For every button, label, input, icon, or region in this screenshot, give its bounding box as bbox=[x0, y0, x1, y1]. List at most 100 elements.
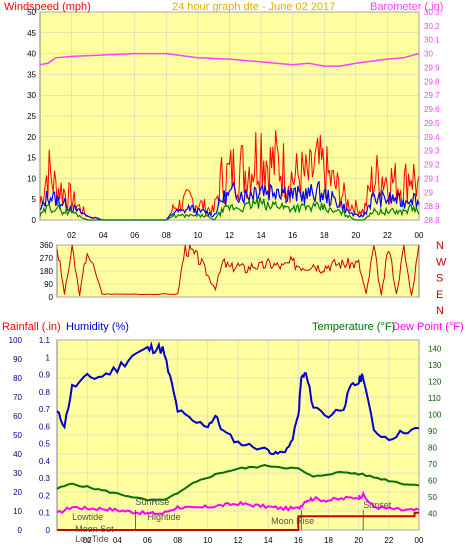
x-tick-label: 18 bbox=[324, 536, 333, 545]
temp-tick-label: 80 bbox=[428, 443, 437, 452]
humidity-tick-label: 100 bbox=[9, 336, 23, 345]
wind-tick-label: 40 bbox=[27, 50, 36, 59]
dewpoint-axis-label: Dew Point (°F) bbox=[392, 321, 464, 333]
temp-tick-label: 60 bbox=[428, 476, 437, 485]
wind-axes-group: 0 5 10 15 20 25 30 35 40 45 50 28.8 28.9 29 29.1 29.2 29… bbox=[27, 8, 440, 240]
compass-label: E bbox=[436, 289, 443, 301]
rain-tick-label: 0.4 bbox=[39, 457, 51, 466]
event-label: Moon Set bbox=[75, 524, 114, 534]
x-tick-label: 00 bbox=[415, 231, 424, 240]
x-tick-label: 18 bbox=[320, 231, 329, 240]
x-tick-label: 08 bbox=[173, 536, 182, 545]
wind-tick-label: 25 bbox=[27, 112, 36, 121]
event-label: SunRise bbox=[135, 497, 169, 507]
x-tick-label: 14 bbox=[264, 536, 273, 545]
x-tick-label: 20 bbox=[354, 536, 363, 545]
wind-tick-label: 10 bbox=[27, 174, 36, 183]
event-label: Lowtide bbox=[72, 512, 103, 522]
temperature-axis-label: Temperature (°F) bbox=[312, 321, 395, 333]
temp-tick-label: 40 bbox=[428, 509, 437, 518]
wind-tick-label: 5 bbox=[32, 195, 37, 204]
temp-tick-label: 70 bbox=[428, 460, 437, 469]
event-label: Hightide bbox=[148, 512, 181, 522]
compass-label: W bbox=[436, 256, 447, 268]
wind-axis-label: Windspeed (mph) bbox=[4, 1, 91, 13]
event-label: LowTide bbox=[75, 534, 109, 544]
rainfall-line bbox=[57, 511, 419, 531]
rain-tick-label: 1.1 bbox=[39, 336, 51, 345]
x-tick-label: 04 bbox=[99, 231, 108, 240]
x-tick-label: 22 bbox=[384, 536, 393, 545]
humidity-tick-label: 90 bbox=[13, 355, 22, 364]
rain-tick-label: 0.2 bbox=[39, 491, 51, 500]
direction-tick-label: 270 bbox=[40, 254, 54, 263]
barometer-tick-label: 29 bbox=[424, 188, 433, 197]
wind-average-line bbox=[39, 197, 420, 221]
rain-tick-label: 0.3 bbox=[39, 474, 51, 483]
barometer-tick-label: 29.7 bbox=[424, 91, 440, 100]
rain-tick-label: 0.6 bbox=[39, 422, 51, 431]
x-tick-label: 14 bbox=[257, 231, 266, 240]
rain-tick-label: 1 bbox=[46, 353, 51, 362]
rain-tick-label: 0.7 bbox=[39, 405, 51, 414]
x-tick-label: 22 bbox=[383, 231, 392, 240]
x-tick-label: 02 bbox=[67, 231, 76, 240]
wind-tick-label: 0 bbox=[32, 216, 37, 225]
wind-direction-line bbox=[56, 244, 420, 296]
rain-tick-label: 0.9 bbox=[39, 371, 51, 380]
x-tick-label: 16 bbox=[288, 231, 297, 240]
temperature-line bbox=[56, 463, 420, 502]
humidity-tick-label: 80 bbox=[13, 374, 22, 383]
x-tick-label: 04 bbox=[113, 536, 122, 545]
barometer-tick-label: 30.2 bbox=[424, 22, 440, 31]
humidity-tick-label: 20 bbox=[13, 488, 22, 497]
humidity-tick-label: 0 bbox=[18, 526, 23, 535]
chart-title: 24 hour graph dte - June 02 2017 bbox=[172, 1, 335, 13]
compass-label: N bbox=[436, 240, 444, 252]
x-tick-label: 00 bbox=[415, 536, 424, 545]
wind-tick-label: 20 bbox=[27, 133, 36, 142]
barometer-tick-label: 29.6 bbox=[424, 105, 440, 114]
barometer-tick-label: 30.3 bbox=[424, 8, 440, 17]
barometer-tick-label: 30 bbox=[424, 50, 433, 59]
x-tick-label: 08 bbox=[162, 231, 171, 240]
humidity-line bbox=[56, 341, 420, 456]
x-tick-label: 10 bbox=[193, 231, 202, 240]
barometer-tick-label: 29.5 bbox=[424, 119, 440, 128]
rain-tick-label: 0 bbox=[46, 526, 51, 535]
humidity-tick-label: 50 bbox=[13, 431, 22, 440]
barometer-tick-label: 29.9 bbox=[424, 63, 440, 72]
temp-series-group bbox=[56, 341, 420, 531]
temp-tick-label: 110 bbox=[428, 394, 441, 403]
compass-label: S bbox=[436, 273, 443, 285]
humidity-axis-label: Humidity (%) bbox=[66, 321, 129, 333]
barometer-tick-label: 28.9 bbox=[424, 202, 440, 211]
humidity-tick-label: 60 bbox=[13, 412, 22, 421]
temp-tick-label: 130 bbox=[428, 361, 442, 370]
humidity-tick-label: 40 bbox=[13, 450, 22, 459]
x-tick-label: 12 bbox=[225, 231, 234, 240]
dew-point-line bbox=[56, 490, 420, 516]
temp-tick-label: 120 bbox=[428, 377, 442, 386]
wind-tick-label: 30 bbox=[27, 91, 36, 100]
direction-tick-label: 90 bbox=[44, 280, 53, 289]
direction-grid bbox=[57, 244, 419, 298]
temp-tick-label: 140 bbox=[428, 344, 442, 353]
barometer-tick-label: 29.1 bbox=[424, 174, 440, 183]
rainfall-axis-label: Rainfall (.in) bbox=[2, 321, 61, 333]
x-tick-label: 02 bbox=[83, 536, 92, 545]
temp-tick-label: 50 bbox=[428, 493, 437, 502]
x-tick-label: 12 bbox=[234, 536, 243, 545]
x-tick-label: 06 bbox=[143, 536, 152, 545]
wind-tick-label: 50 bbox=[27, 8, 36, 17]
direction-series-group bbox=[56, 244, 420, 296]
barometer-tick-label: 28.8 bbox=[424, 216, 440, 225]
barometer-tick-label: 29.8 bbox=[424, 77, 440, 86]
event-label: Moon Rise bbox=[271, 516, 314, 526]
barometer-tick-label: 30.1 bbox=[424, 36, 440, 45]
barometer-line bbox=[39, 52, 420, 67]
barometer-tick-label: 29.3 bbox=[424, 147, 440, 156]
